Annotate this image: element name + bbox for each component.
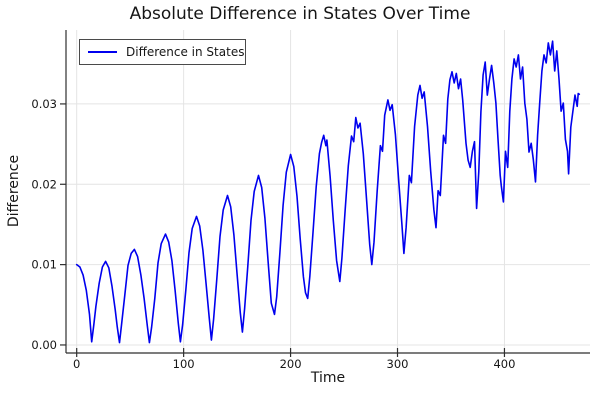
x-tick-label: 400	[493, 357, 515, 371]
y-tick-label: 0.02	[31, 177, 57, 191]
x-tick-label: 300	[387, 357, 409, 371]
y-tick-label: 0.03	[31, 97, 57, 111]
x-tick-label: 100	[173, 357, 195, 371]
y-tick-label: 0.00	[31, 338, 57, 352]
x-axis-label: Time	[310, 370, 346, 386]
x-tick-label: 200	[280, 357, 302, 371]
legend: Difference in States	[79, 39, 246, 65]
x-tick-label: 0	[73, 357, 80, 371]
y-axis-label: Difference	[6, 154, 22, 228]
y-tick-label: 0.01	[31, 258, 57, 272]
legend-line-sample	[88, 51, 117, 53]
legend-label: Difference in States	[126, 45, 245, 59]
chart-title: Absolute Difference in States Over Time	[129, 4, 471, 24]
difference-line-series	[75, 40, 581, 344]
